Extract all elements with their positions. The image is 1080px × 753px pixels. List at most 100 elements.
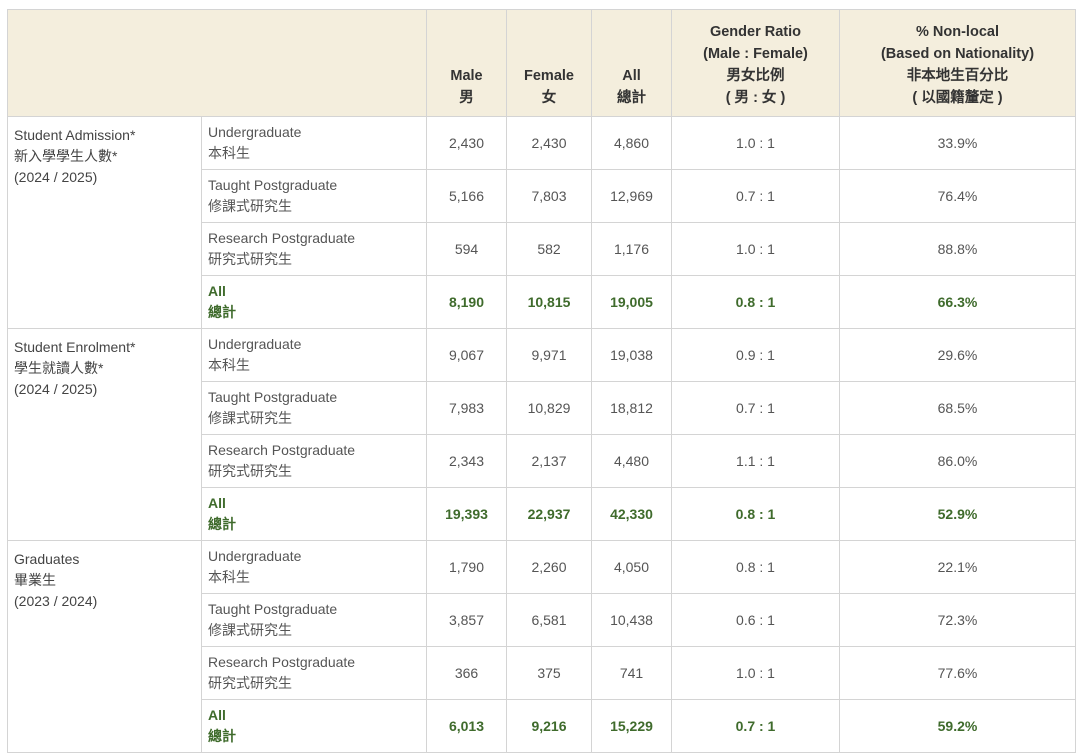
level-label-line: Undergraduate [208, 548, 302, 564]
ratio-value: 0.7 : 1 [671, 699, 840, 753]
male-value: 9,067 [426, 328, 507, 382]
table-row: Graduates 畢業生 (2023 / 2024) Undergraduate 本科… [7, 540, 1076, 753]
level-label-line: Research Postgraduate [208, 442, 356, 458]
category-label-line: 學生就讀人數* [14, 360, 104, 376]
ratio-value: 1.0 : 1 [671, 116, 840, 170]
level-label-line: Undergraduate [208, 124, 302, 140]
all-value: 4,480 [591, 434, 672, 488]
ratio-value: 1.1 : 1 [671, 434, 840, 488]
ratio-value: 1.0 : 1 [671, 646, 840, 700]
category-label-line: (2024 / 2025) [14, 169, 98, 185]
all-value: 741 [591, 646, 672, 700]
level-cell: Research Postgraduate 研究式研究生 [201, 222, 427, 276]
male-value: 594 [426, 222, 507, 276]
level-label-line: All [208, 495, 226, 511]
category-label-line: Student Enrolment* [14, 339, 136, 355]
level-label-line: 本科生 [208, 145, 250, 161]
level-label-line: All [208, 283, 226, 299]
ratio-value: 0.7 : 1 [671, 381, 840, 435]
category-cell: Graduates 畢業生 (2023 / 2024) [7, 540, 202, 753]
nonlocal-value: 52.9% [839, 487, 1076, 541]
nonlocal-value: 22.1% [839, 540, 1076, 594]
male-value: 1,790 [426, 540, 507, 594]
male-value: 19,393 [426, 487, 507, 541]
level-cell: All 總計 [201, 487, 427, 541]
level-label-line: All [208, 707, 226, 723]
female-value: 22,937 [506, 487, 592, 541]
level-cell: Taught Postgraduate 修課式研究生 [201, 593, 427, 647]
all-value: 15,229 [591, 699, 672, 753]
ratio-value: 0.7 : 1 [671, 169, 840, 223]
level-label-line: 修課式研究生 [208, 410, 292, 426]
all-value: 18,812 [591, 381, 672, 435]
level-cell: Research Postgraduate 研究式研究生 [201, 434, 427, 488]
female-value: 582 [506, 222, 592, 276]
header-gender-ratio: Gender Ratio (Male : Female) 男女比例 ( 男 : … [671, 9, 840, 117]
ratio-value: 0.8 : 1 [671, 540, 840, 594]
table-row: Taught Postgraduate 修課式研究生 5,166 7,803 12,96… [8, 169, 1076, 223]
male-value: 8,190 [426, 275, 507, 329]
level-label-line: 總計 [208, 304, 236, 320]
female-value: 2,430 [506, 116, 592, 170]
ratio-value: 0.9 : 1 [671, 328, 840, 382]
level-cell: Undergraduate 本科生 [201, 328, 427, 382]
level-cell: Research Postgraduate 研究式研究生 [201, 646, 427, 700]
level-label-line: 修課式研究生 [208, 198, 292, 214]
table-row: Research Postgraduate 研究式研究生 594 582 1,176 1.… [8, 222, 1076, 276]
female-value: 6,581 [506, 593, 592, 647]
table-body: Student Admission* 新入學學生人數* (2024 / 2025) U… [7, 116, 1076, 753]
all-value: 1,176 [591, 222, 672, 276]
level-label-line: Undergraduate [208, 336, 302, 352]
all-value: 4,050 [591, 540, 672, 594]
all-value: 12,969 [591, 169, 672, 223]
nonlocal-value: 33.9% [839, 116, 1076, 170]
level-label-line: 總計 [208, 728, 236, 744]
all-value: 10,438 [591, 593, 672, 647]
nonlocal-value: 59.2% [839, 699, 1076, 753]
header-row: Male 男 Female 女 All 總計 Gender Ratio (Mal… [7, 9, 1076, 117]
level-label-line: 研究式研究生 [208, 463, 292, 479]
all-value: 4,860 [591, 116, 672, 170]
male-value: 5,166 [426, 169, 507, 223]
nonlocal-value: 77.6% [839, 646, 1076, 700]
table-row: Taught Postgraduate 修課式研究生 3,857 6,581 10,43… [8, 593, 1076, 647]
header-male: Male 男 [426, 9, 507, 117]
table-row-total: All 總計 6,013 9,216 15,229 0.7 : 1 59.2% [8, 699, 1076, 753]
male-value: 6,013 [426, 699, 507, 753]
ratio-value: 0.6 : 1 [671, 593, 840, 647]
category-label-line: (2024 / 2025) [14, 381, 98, 397]
category-cell: Student Admission* 新入學學生人數* (2024 / 2025) [7, 116, 202, 329]
male-value: 2,343 [426, 434, 507, 488]
header-blank [7, 9, 427, 117]
level-label-line: Taught Postgraduate [208, 177, 338, 193]
level-label-line: 本科生 [208, 357, 250, 373]
ratio-value: 0.8 : 1 [671, 487, 840, 541]
level-cell: Taught Postgraduate 修課式研究生 [201, 169, 427, 223]
level-label-line: Taught Postgraduate [208, 389, 338, 405]
category-cell: Student Enrolment* 學生就讀人數* (2024 / 2025) [7, 328, 202, 541]
level-cell: All 總計 [201, 275, 427, 329]
female-value: 10,829 [506, 381, 592, 435]
level-label-line: 研究式研究生 [208, 675, 292, 691]
nonlocal-value: 29.6% [839, 328, 1076, 382]
table-row: Taught Postgraduate 修課式研究生 7,983 10,829 18,8… [8, 381, 1076, 435]
male-value: 2,430 [426, 116, 507, 170]
level-cell: All 總計 [201, 699, 427, 753]
level-cell: Undergraduate 本科生 [201, 116, 427, 170]
female-value: 10,815 [506, 275, 592, 329]
female-value: 2,137 [506, 434, 592, 488]
male-value: 3,857 [426, 593, 507, 647]
category-label-line: 新入學學生人數* [14, 148, 118, 164]
level-label-line: 研究式研究生 [208, 251, 292, 267]
table-row: Student Enrolment* 學生就讀人數* (2024 / 2025) Un… [7, 328, 1076, 541]
table-row: Research Postgraduate 研究式研究生 2,343 2,137 4,4… [8, 434, 1076, 488]
level-label-line: Research Postgraduate [208, 654, 356, 670]
table-row: Student Admission* 新入學學生人數* (2024 / 2025) U… [7, 116, 1076, 329]
category-label-line: (2023 / 2024) [14, 593, 98, 609]
nonlocal-value: 86.0% [839, 434, 1076, 488]
all-value: 19,005 [591, 275, 672, 329]
all-value: 19,038 [591, 328, 672, 382]
level-cell: Taught Postgraduate 修課式研究生 [201, 381, 427, 435]
header-non-local: % Non-local (Based on Nationality) 非本地生百… [839, 9, 1076, 117]
category-label-line: 畢業生 [14, 572, 56, 588]
